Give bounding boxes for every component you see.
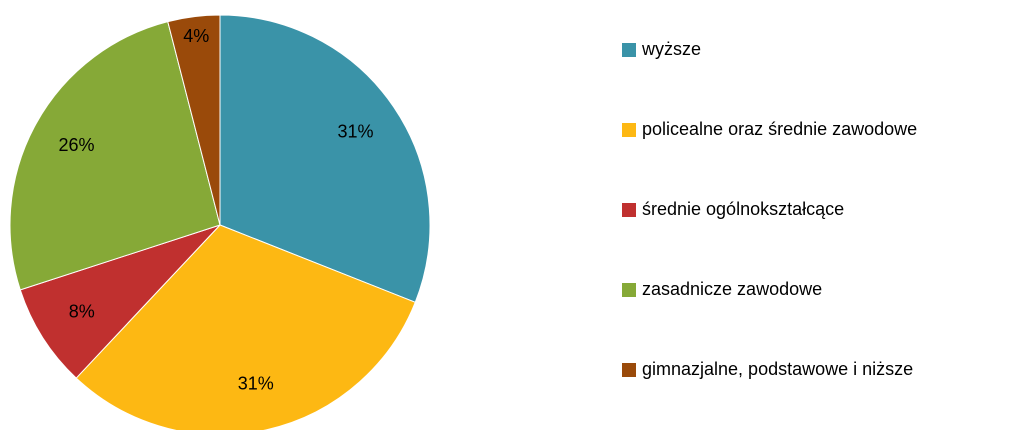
slice-label: 4% (183, 26, 209, 46)
legend-label: zasadnicze zawodowe (642, 279, 822, 299)
legend-swatch (622, 123, 636, 137)
legend-label: średnie ogólnokształcące (642, 199, 844, 219)
legend-swatch (622, 43, 636, 57)
slice-label: 8% (69, 302, 95, 322)
legend-swatch (622, 203, 636, 217)
slice-label: 26% (58, 135, 94, 155)
legend-label: policealne oraz średnie zawodowe (642, 119, 917, 139)
pie-slice (19, 224, 221, 379)
legend-swatch (622, 363, 636, 377)
slice-label: 31% (337, 122, 373, 142)
pie-slice (219, 14, 431, 303)
legend-swatch (622, 283, 636, 297)
pie-slice (167, 14, 221, 226)
legend-label: wyższe (641, 39, 701, 59)
pie-slice (9, 20, 221, 291)
legend-label: gimnazjalne, podstawowe i niższe (642, 359, 913, 379)
slice-label: 31% (238, 374, 274, 394)
